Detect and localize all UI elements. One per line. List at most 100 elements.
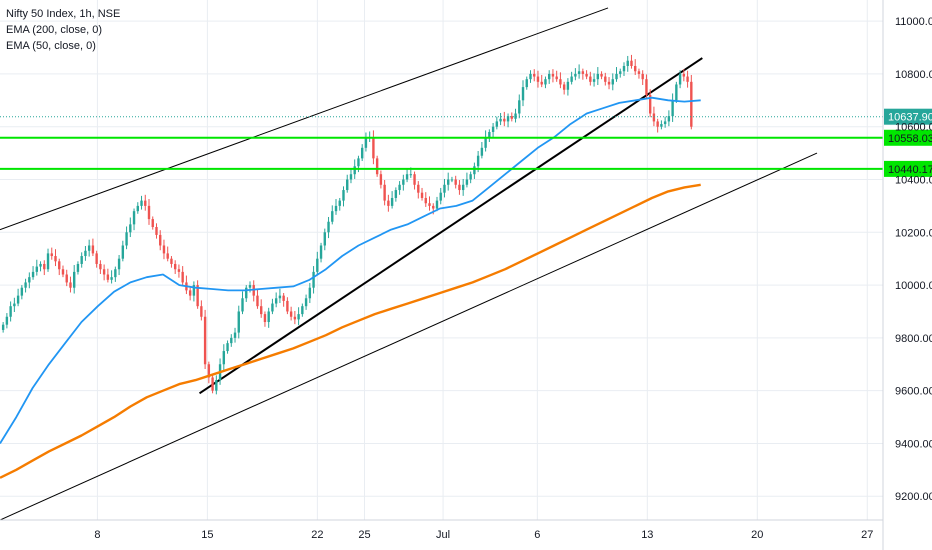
- level-price-tag: [884, 160, 932, 177]
- candle-up: [304, 298, 308, 307]
- candle-up: [20, 287, 24, 296]
- candle-down: [50, 253, 53, 257]
- candle-up: [476, 155, 480, 167]
- horizontal-levels: 10637.90 10558.03 10440.17: [0, 108, 932, 177]
- candle-down: [379, 174, 383, 185]
- candle-down: [510, 116, 513, 119]
- x-tick-label: 13: [641, 529, 653, 541]
- candle-up: [327, 221, 330, 233]
- candle-down: [177, 269, 181, 272]
- candle-down: [260, 306, 263, 315]
- candle-down: [648, 95, 652, 114]
- candle-up: [402, 179, 405, 185]
- candle-up: [525, 79, 528, 88]
- candle-down: [682, 73, 686, 77]
- candle-down: [630, 60, 633, 66]
- candle-down: [58, 261, 61, 270]
- candle-up: [312, 271, 315, 288]
- candle-down: [200, 306, 203, 317]
- candle-down: [432, 205, 435, 209]
- candle-down: [607, 81, 611, 85]
- candle-up: [334, 205, 338, 212]
- candle-up: [566, 81, 570, 90]
- candle-up: [394, 190, 398, 198]
- support-trend-line: [198, 57, 703, 395]
- last-price-tag: [884, 108, 932, 125]
- candle-down: [211, 377, 214, 391]
- candle-up: [245, 287, 248, 299]
- candle-down: [181, 271, 184, 283]
- candle-up: [443, 184, 446, 193]
- candle-up: [488, 131, 491, 138]
- legend-ema50: EMA (50, close, 0): [6, 40, 96, 52]
- candle-up: [529, 73, 532, 80]
- candle-down: [61, 269, 65, 275]
- candle-down: [159, 234, 162, 246]
- candle-down: [540, 81, 543, 85]
- channel-lower-line: [0, 152, 818, 521]
- candle-up: [323, 232, 326, 246]
- candle-down: [375, 158, 379, 175]
- candle-up: [544, 79, 547, 85]
- candle-down: [170, 258, 173, 264]
- candle-up: [364, 137, 368, 148]
- candle-up: [574, 73, 577, 77]
- candle-down: [536, 76, 540, 82]
- candle-up: [121, 245, 125, 259]
- candle-down: [420, 192, 424, 198]
- candle-down: [454, 179, 457, 185]
- x-tick-label: 6: [534, 529, 540, 541]
- candle-down: [256, 295, 259, 307]
- candle-up: [570, 76, 573, 82]
- candle-up: [357, 158, 360, 167]
- candle-up: [233, 332, 237, 338]
- ema50-line: [0, 96, 701, 444]
- candle-up: [435, 200, 439, 209]
- candle-down: [417, 184, 420, 193]
- trend-channel: [0, 7, 818, 521]
- candle-down: [69, 282, 72, 288]
- candle-up: [73, 271, 76, 288]
- candle-up: [398, 184, 401, 191]
- candle-up: [338, 200, 341, 206]
- candle-down: [652, 113, 656, 122]
- candle-down: [207, 364, 211, 378]
- candle-up: [80, 256, 83, 264]
- candle-up: [308, 287, 312, 299]
- candle-up: [226, 343, 229, 352]
- candle-down: [645, 79, 648, 96]
- candle-up: [110, 277, 113, 280]
- candle-up: [349, 174, 353, 180]
- candle-up: [125, 232, 128, 246]
- candle-down: [641, 73, 644, 80]
- candle-down: [147, 205, 151, 220]
- grid: [0, 0, 883, 520]
- candle-up: [319, 245, 323, 259]
- x-tick-label: 27: [861, 529, 873, 541]
- candle-up: [297, 314, 300, 320]
- candle-down: [166, 253, 169, 259]
- candle-up: [491, 126, 495, 132]
- candle-up: [222, 351, 226, 365]
- candle-up: [342, 190, 345, 201]
- candle-up: [1, 324, 5, 330]
- chart-legend: Nifty 50 Index, 1h, NSE EMA (200, close,…: [6, 6, 120, 54]
- candle-down: [555, 76, 558, 80]
- candle-down: [559, 79, 562, 85]
- legend-ema200: EMA (200, close, 0): [6, 24, 102, 36]
- candles: [1, 54, 693, 395]
- channel-upper-line: [0, 7, 609, 231]
- candle-down: [562, 84, 566, 90]
- legend-symbol: Nifty 50 Index, 1h, NSE: [6, 8, 121, 20]
- candle-up: [132, 211, 136, 225]
- candle-up: [480, 147, 484, 156]
- candle-down: [581, 71, 585, 74]
- candle-down: [65, 274, 68, 283]
- y-tick-label: 10600.00: [895, 122, 932, 134]
- candle-up: [140, 200, 143, 206]
- x-tick-label: 22: [311, 529, 323, 541]
- candle-down: [286, 300, 289, 312]
- candle-up: [409, 174, 413, 176]
- candle-down: [196, 285, 199, 307]
